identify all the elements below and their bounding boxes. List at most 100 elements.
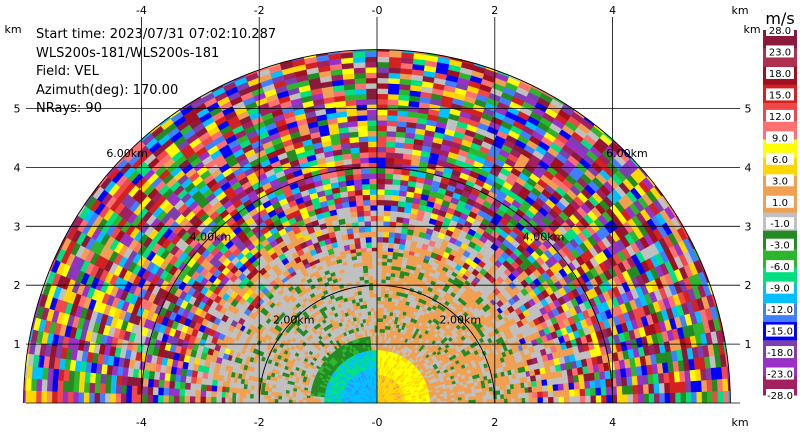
range-gate — [389, 210, 398, 217]
range-gate — [701, 379, 708, 392]
range-gate — [393, 237, 401, 244]
range-gate — [382, 220, 390, 227]
range-gate — [382, 242, 389, 249]
range-gate — [356, 114, 368, 122]
range-gate — [376, 296, 381, 301]
range-gate — [468, 392, 473, 397]
range-gate — [376, 282, 382, 287]
range-gate — [595, 387, 602, 396]
range-gate — [354, 88, 367, 95]
range-gate — [503, 398, 508, 404]
range-gate — [664, 382, 671, 394]
range-gate — [563, 382, 570, 391]
range-gate — [362, 194, 371, 201]
range-gate — [584, 380, 591, 389]
range-gate — [379, 310, 384, 316]
range-gate — [627, 393, 634, 404]
range-gate — [379, 328, 383, 333]
range-gate — [531, 385, 538, 393]
range-gate — [380, 282, 386, 287]
range-gate — [557, 376, 564, 385]
range-gate — [368, 289, 374, 294]
range-gate — [675, 392, 682, 404]
range-gate — [353, 72, 366, 79]
range-gate — [371, 254, 378, 259]
range-gate — [381, 261, 388, 266]
range-gate — [385, 157, 395, 164]
range-gate — [507, 398, 512, 404]
range-gate — [352, 232, 360, 239]
range-gate — [468, 399, 473, 404]
range-gate — [691, 391, 698, 404]
range-gate — [573, 381, 580, 390]
range-gate — [383, 307, 388, 312]
range-gate — [376, 250, 383, 255]
range-gate — [372, 286, 378, 291]
range-gate — [536, 379, 543, 387]
range-gate — [394, 147, 405, 154]
range-gate — [376, 188, 385, 195]
range-gate — [348, 136, 359, 144]
range-gate — [578, 380, 586, 390]
range-gate — [371, 241, 378, 248]
range-gate — [349, 211, 358, 218]
range-gate — [366, 300, 371, 305]
range-gate — [383, 304, 388, 309]
range-gate — [396, 211, 405, 218]
range-gate — [621, 376, 628, 387]
range-gate — [659, 392, 666, 404]
range-gate — [383, 194, 392, 201]
range-gate — [370, 220, 378, 227]
range-gate — [365, 247, 372, 252]
range-gate — [376, 293, 382, 298]
range-gate — [376, 264, 383, 269]
range-gate — [380, 286, 386, 291]
range-gate — [386, 109, 398, 116]
range-gate — [450, 400, 455, 404]
range-gate — [368, 173, 378, 179]
range-gate — [606, 394, 613, 404]
range-gate — [376, 56, 390, 63]
range-gate — [393, 152, 404, 159]
range-gate — [371, 261, 378, 266]
range-gate — [367, 311, 372, 316]
range-gate — [383, 297, 389, 302]
range-gate — [503, 389, 508, 395]
range-gate — [394, 141, 405, 149]
range-gate — [631, 375, 639, 386]
range-gate — [478, 391, 483, 397]
range-gate — [368, 167, 378, 174]
range-gate — [547, 384, 554, 392]
range-gate — [369, 199, 378, 206]
range-gate — [475, 392, 480, 397]
range-gate — [622, 394, 629, 404]
range-gate — [475, 395, 480, 400]
range-gate — [355, 200, 364, 207]
range-gate — [357, 125, 368, 132]
range-gate — [383, 300, 388, 305]
range-gate — [376, 268, 382, 273]
range-gate — [396, 205, 405, 213]
range-gate — [615, 377, 623, 387]
range-gate — [528, 397, 533, 404]
range-gate — [551, 377, 559, 385]
range-gate — [393, 242, 400, 250]
range-gate — [388, 61, 402, 69]
range-gate — [500, 398, 505, 404]
range-gate — [367, 130, 378, 137]
range-gate — [369, 300, 374, 305]
range-gate — [365, 242, 372, 249]
range-gate — [627, 384, 634, 395]
range-gate — [372, 272, 378, 277]
range-gate — [590, 395, 597, 404]
range-gate — [547, 390, 554, 398]
range-gate — [364, 226, 372, 233]
range-gate — [536, 385, 543, 392]
range-gate — [391, 189, 400, 196]
range-gate — [359, 242, 367, 249]
range-gate — [357, 120, 368, 127]
range-gate — [364, 61, 378, 68]
range-gate — [567, 375, 575, 384]
range-gate — [361, 178, 370, 185]
range-gate — [542, 396, 549, 404]
